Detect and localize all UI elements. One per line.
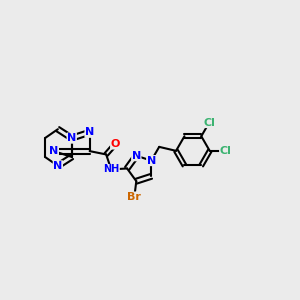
Text: Br: Br bbox=[128, 192, 141, 202]
Text: Cl: Cl bbox=[220, 146, 232, 156]
Text: N: N bbox=[49, 146, 58, 156]
Text: Cl: Cl bbox=[203, 118, 215, 128]
Text: NH: NH bbox=[103, 164, 119, 175]
Text: O: O bbox=[111, 139, 120, 149]
Text: N: N bbox=[147, 156, 156, 166]
Text: N: N bbox=[85, 127, 94, 137]
Text: N: N bbox=[132, 151, 141, 161]
Text: N: N bbox=[67, 133, 76, 143]
Text: N: N bbox=[53, 161, 62, 171]
